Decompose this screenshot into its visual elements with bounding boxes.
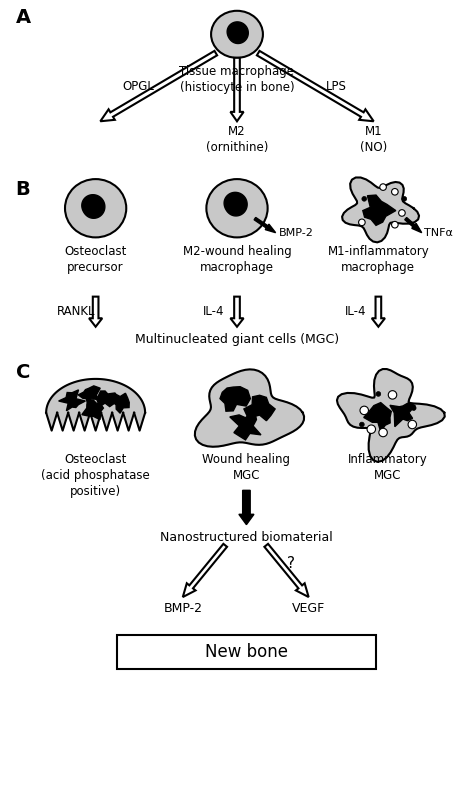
Polygon shape bbox=[82, 195, 105, 218]
Polygon shape bbox=[78, 386, 100, 408]
Polygon shape bbox=[227, 22, 248, 43]
Text: M1-inflammatory
macrophage: M1-inflammatory macrophage bbox=[328, 245, 429, 274]
Text: IL-4: IL-4 bbox=[203, 306, 225, 318]
Polygon shape bbox=[59, 390, 85, 411]
Text: OPGL: OPGL bbox=[122, 80, 154, 94]
Circle shape bbox=[411, 406, 416, 411]
Polygon shape bbox=[230, 411, 261, 439]
Circle shape bbox=[392, 221, 398, 228]
Circle shape bbox=[379, 428, 387, 437]
Text: BMP-2: BMP-2 bbox=[164, 602, 202, 615]
Polygon shape bbox=[224, 192, 247, 216]
Polygon shape bbox=[96, 391, 118, 407]
FancyBboxPatch shape bbox=[117, 634, 376, 669]
Polygon shape bbox=[337, 369, 445, 462]
Text: BMP-2: BMP-2 bbox=[278, 228, 313, 237]
Text: New bone: New bone bbox=[205, 642, 288, 661]
Polygon shape bbox=[100, 51, 217, 121]
Text: Osteoclast
precursor: Osteoclast precursor bbox=[64, 245, 127, 274]
Text: ?: ? bbox=[287, 556, 295, 571]
Text: RANKL: RANKL bbox=[57, 306, 95, 318]
Text: IL-4: IL-4 bbox=[345, 306, 366, 318]
Text: B: B bbox=[16, 180, 30, 199]
Polygon shape bbox=[364, 403, 391, 432]
Text: Osteoclast
(acid phosphatase
positive): Osteoclast (acid phosphatase positive) bbox=[41, 452, 150, 498]
Circle shape bbox=[358, 219, 365, 225]
Polygon shape bbox=[405, 217, 422, 233]
Ellipse shape bbox=[206, 179, 268, 237]
Polygon shape bbox=[390, 403, 415, 427]
Text: Nanostructured biomaterial: Nanostructured biomaterial bbox=[160, 531, 333, 545]
Circle shape bbox=[367, 425, 375, 433]
Polygon shape bbox=[195, 370, 304, 447]
Polygon shape bbox=[46, 379, 145, 431]
Text: M2
(ornithine): M2 (ornithine) bbox=[206, 124, 268, 153]
Polygon shape bbox=[264, 544, 309, 597]
Polygon shape bbox=[183, 544, 227, 597]
Text: Tissue macrophage
(histiocyte in bone): Tissue macrophage (histiocyte in bone) bbox=[180, 65, 294, 94]
Text: A: A bbox=[16, 9, 31, 27]
Ellipse shape bbox=[211, 10, 263, 58]
Polygon shape bbox=[111, 393, 129, 413]
Polygon shape bbox=[342, 177, 419, 242]
Ellipse shape bbox=[65, 179, 126, 237]
Polygon shape bbox=[239, 490, 254, 525]
Text: M1
(NO): M1 (NO) bbox=[360, 124, 387, 153]
Polygon shape bbox=[363, 195, 396, 225]
Circle shape bbox=[402, 196, 407, 201]
Circle shape bbox=[399, 209, 405, 217]
Text: C: C bbox=[16, 363, 30, 383]
Polygon shape bbox=[89, 297, 102, 326]
Text: TNFα: TNFα bbox=[424, 228, 453, 237]
Polygon shape bbox=[230, 58, 244, 121]
Text: Inflammatory
MGC: Inflammatory MGC bbox=[348, 452, 428, 482]
Polygon shape bbox=[230, 297, 244, 326]
Polygon shape bbox=[82, 400, 103, 419]
Circle shape bbox=[376, 391, 381, 396]
Text: LPS: LPS bbox=[326, 80, 346, 94]
Circle shape bbox=[359, 422, 364, 427]
Circle shape bbox=[360, 406, 368, 415]
Circle shape bbox=[388, 391, 397, 399]
Polygon shape bbox=[254, 217, 276, 233]
Circle shape bbox=[362, 196, 366, 201]
Circle shape bbox=[408, 420, 417, 429]
Circle shape bbox=[392, 188, 398, 195]
Polygon shape bbox=[372, 297, 385, 326]
Text: M2-wound healing
macrophage: M2-wound healing macrophage bbox=[182, 245, 292, 274]
Text: Wound healing
MGC: Wound healing MGC bbox=[202, 452, 291, 482]
Polygon shape bbox=[257, 51, 374, 121]
Polygon shape bbox=[244, 395, 275, 421]
Polygon shape bbox=[220, 387, 250, 411]
Circle shape bbox=[380, 184, 386, 190]
Text: VEGF: VEGF bbox=[292, 602, 325, 615]
Text: Multinucleated giant cells (MGC): Multinucleated giant cells (MGC) bbox=[135, 333, 339, 346]
